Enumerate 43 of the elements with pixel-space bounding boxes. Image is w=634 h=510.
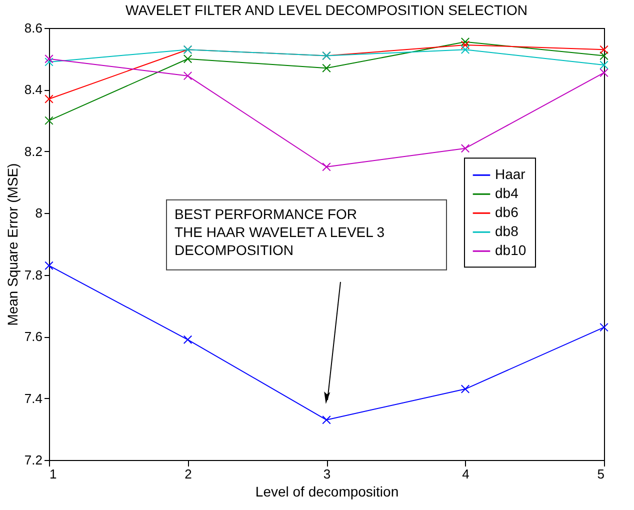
point [44, 54, 54, 64]
x-tick-label: 4 [462, 466, 470, 482]
y-axis-title: Mean Square Error (MSE) [4, 163, 20, 326]
x-tick-label: 1 [50, 466, 57, 482]
point [460, 384, 470, 394]
point [460, 144, 470, 153]
y-tick-label: 8 [35, 206, 42, 221]
point [600, 68, 608, 78]
point [460, 38, 470, 46]
point [44, 94, 54, 104]
point [460, 40, 470, 50]
point [322, 416, 331, 424]
chart-title: WAVELET FILTER AND LEVEL DECOMPOSITION SELECTION [126, 2, 528, 18]
point [600, 51, 608, 60]
x-tick-label: 2 [184, 466, 192, 482]
point [44, 58, 54, 66]
legend-label: db10 [495, 242, 526, 258]
point [322, 162, 331, 172]
point [44, 261, 54, 270]
point [183, 54, 192, 64]
y-tick-label: 8.6 [24, 20, 42, 36]
point [44, 116, 54, 125]
y-tick-label: 7.4 [24, 390, 42, 406]
x-tick-label: 3 [323, 466, 331, 482]
x-axis-title: Level of decomposition [255, 484, 399, 500]
annotation: BEST PERFORMANCE FOR THE HAAR WAVELET A LEVEL 3 DECOMPOSITION [174, 206, 385, 258]
point [460, 45, 470, 54]
y-tick-label: 7.6 [24, 329, 42, 344]
y-tick-label: 8.2 [24, 144, 42, 159]
x-tick-label: 5 [597, 466, 604, 482]
point [600, 45, 608, 54]
point [322, 64, 331, 72]
point [600, 322, 608, 332]
legend-label: db6 [495, 204, 519, 220]
point [183, 71, 192, 80]
point [183, 335, 192, 344]
point [600, 60, 608, 70]
legend-label: Haar [495, 166, 526, 182]
legend-label: db4 [495, 185, 519, 202]
y-tick-label: 7.8 [24, 267, 42, 282]
y-tick-label: 8.4 [24, 82, 42, 98]
legend-label: db8 [495, 223, 519, 240]
y-tick-label: 7.2 [24, 452, 42, 468]
